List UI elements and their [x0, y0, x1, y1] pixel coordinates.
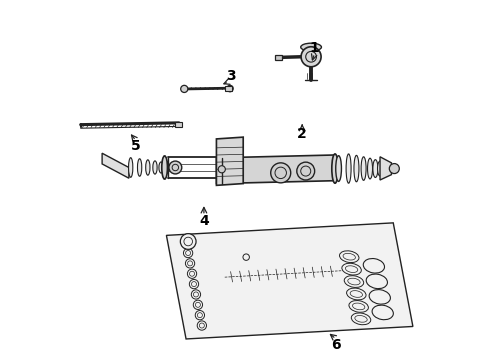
Circle shape: [243, 254, 249, 260]
Circle shape: [185, 259, 195, 268]
Polygon shape: [380, 157, 392, 180]
Bar: [275, 55, 282, 60]
Circle shape: [169, 161, 182, 174]
Ellipse shape: [340, 251, 359, 262]
Text: 6: 6: [331, 338, 341, 352]
Circle shape: [197, 321, 206, 330]
Circle shape: [227, 85, 233, 92]
Bar: [225, 86, 232, 91]
Ellipse shape: [138, 159, 142, 176]
Circle shape: [390, 163, 399, 174]
Ellipse shape: [346, 288, 366, 300]
Circle shape: [180, 234, 196, 249]
Circle shape: [195, 311, 204, 320]
Circle shape: [181, 85, 188, 93]
Circle shape: [301, 47, 321, 67]
Ellipse shape: [159, 162, 163, 173]
Ellipse shape: [366, 274, 388, 289]
Ellipse shape: [128, 158, 133, 177]
Ellipse shape: [373, 159, 378, 177]
Bar: [175, 122, 182, 127]
Ellipse shape: [361, 157, 366, 180]
Circle shape: [183, 248, 193, 258]
Ellipse shape: [301, 43, 321, 51]
Circle shape: [193, 300, 202, 310]
Polygon shape: [102, 153, 129, 178]
Ellipse shape: [146, 160, 150, 175]
Text: 3: 3: [226, 69, 236, 84]
Circle shape: [191, 290, 200, 299]
Ellipse shape: [153, 161, 157, 174]
Text: 4: 4: [199, 214, 209, 228]
Text: 1: 1: [310, 41, 319, 55]
Circle shape: [187, 269, 196, 278]
Text: 2: 2: [297, 127, 307, 140]
Ellipse shape: [377, 161, 383, 176]
Ellipse shape: [162, 156, 168, 179]
Polygon shape: [217, 137, 243, 185]
Polygon shape: [217, 155, 334, 184]
Ellipse shape: [351, 313, 371, 325]
Ellipse shape: [363, 258, 385, 273]
Text: 5: 5: [131, 139, 141, 153]
Ellipse shape: [336, 156, 342, 181]
Circle shape: [270, 163, 291, 183]
Ellipse shape: [369, 289, 391, 304]
Ellipse shape: [349, 301, 368, 312]
Ellipse shape: [354, 156, 359, 182]
Polygon shape: [167, 223, 413, 339]
Ellipse shape: [372, 305, 393, 320]
Ellipse shape: [342, 263, 361, 275]
Ellipse shape: [368, 158, 372, 179]
Circle shape: [297, 162, 315, 180]
Ellipse shape: [332, 154, 338, 183]
Ellipse shape: [346, 154, 351, 183]
Circle shape: [189, 279, 198, 289]
Circle shape: [218, 166, 225, 173]
Ellipse shape: [344, 276, 364, 287]
